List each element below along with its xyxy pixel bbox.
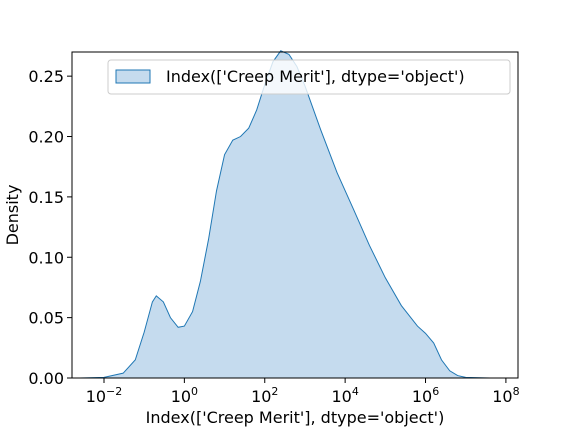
legend-box [107,59,511,95]
x-tick-label-4: 106 [412,385,439,406]
x-axis-label: Index(['Creep Merit'], dtype='object') [146,408,445,427]
legend: Index(['Creep Merit'], dtype='object') [107,59,511,95]
y-tick-label-2: 0.10 [28,248,64,267]
x-tick-label-2: 102 [251,385,278,406]
x-tick-label-3: 104 [331,385,358,406]
x-tick-label-5: 108 [492,385,519,406]
x-tick-label-1: 100 [171,385,198,406]
y-tick-label-3: 0.15 [28,188,64,207]
series-marks [79,50,490,379]
legend-swatch [115,69,151,84]
y-tick-label-4: 0.20 [28,128,64,147]
y-axis-label: Density [3,185,22,246]
y-tick-label-1: 0.05 [28,309,64,328]
x-axis: 10−2 100 102 104 106 108 [86,378,520,406]
density-area-0 [79,50,490,378]
y-tick-label-0: 0.00 [28,369,64,388]
plot-frame [71,51,519,379]
x-tick-label-0: 10−2 [86,385,123,406]
y-axis: 0.00 0.05 0.10 0.15 0.20 0.25 [28,67,72,388]
density-line-0 [79,50,490,379]
y-tick-label-5: 0.25 [28,67,64,86]
legend-label: Index(['Creep Merit'], dtype='object') [166,67,465,86]
